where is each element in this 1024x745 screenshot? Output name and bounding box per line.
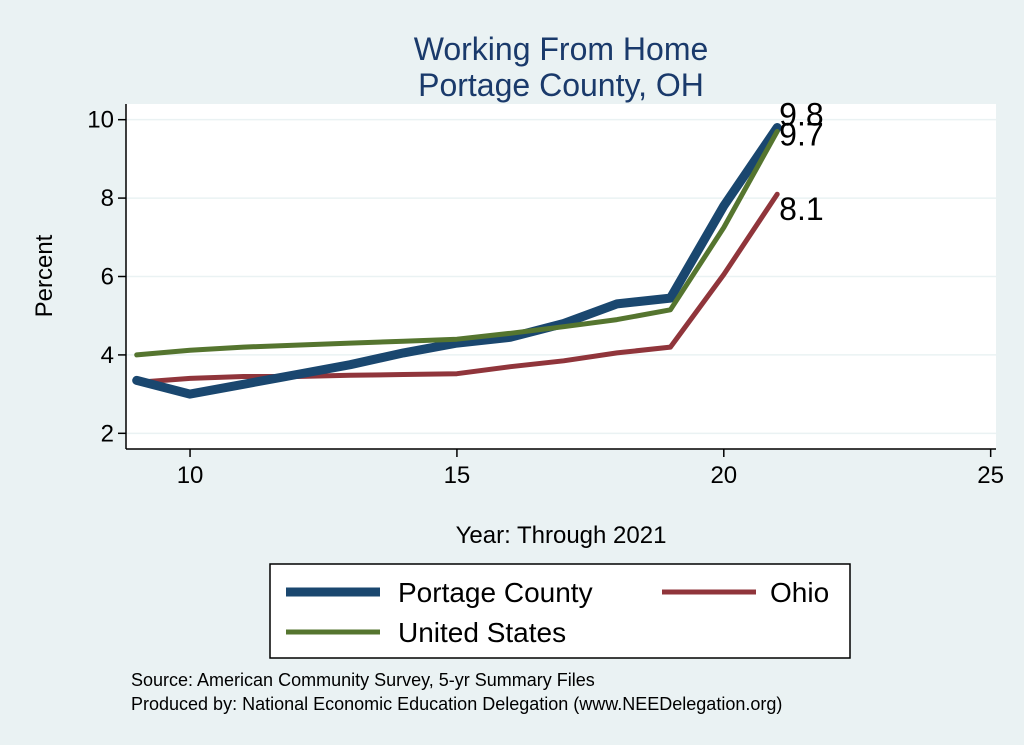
series-line-portage-county — [132, 123, 782, 399]
chart-title-line-1: Working From Home — [414, 31, 709, 67]
end-label-portage-county: 9.8 — [779, 97, 823, 133]
x-tick-label: 25 — [977, 462, 1004, 489]
source-note: Source: American Community Survey, 5-yr … — [131, 670, 595, 690]
x-tick-label: 20 — [710, 462, 737, 489]
y-tick-label: 2 — [101, 420, 114, 447]
x-tick-label: 15 — [444, 462, 471, 489]
y-tick-label: 6 — [101, 264, 114, 291]
x-tick-label: 10 — [177, 462, 204, 489]
y-tick-label: 4 — [101, 342, 114, 369]
y-tick-label: 10 — [87, 107, 114, 134]
legend: Portage County Ohio United States — [269, 563, 851, 659]
series-line-united-states — [134, 128, 780, 358]
legend-label-portage-county: Portage County — [398, 577, 593, 608]
legend-box — [269, 563, 851, 659]
legend-label-ohio: Ohio — [770, 577, 829, 608]
produced-by-note: Produced by: National Economic Education… — [131, 694, 782, 714]
y-axis-title: Percent — [31, 234, 58, 317]
y-tick-label: 8 — [101, 185, 114, 212]
end-label-united-states: 9.7 — [779, 116, 823, 152]
series-line-ohio — [134, 191, 780, 385]
chart-title-line-2: Portage County, OH — [418, 67, 704, 103]
end-label-ohio: 8.1 — [779, 191, 823, 227]
x-axis-title: Year: Through 2021 — [456, 522, 667, 549]
legend-label-united-states: United States — [398, 617, 566, 648]
